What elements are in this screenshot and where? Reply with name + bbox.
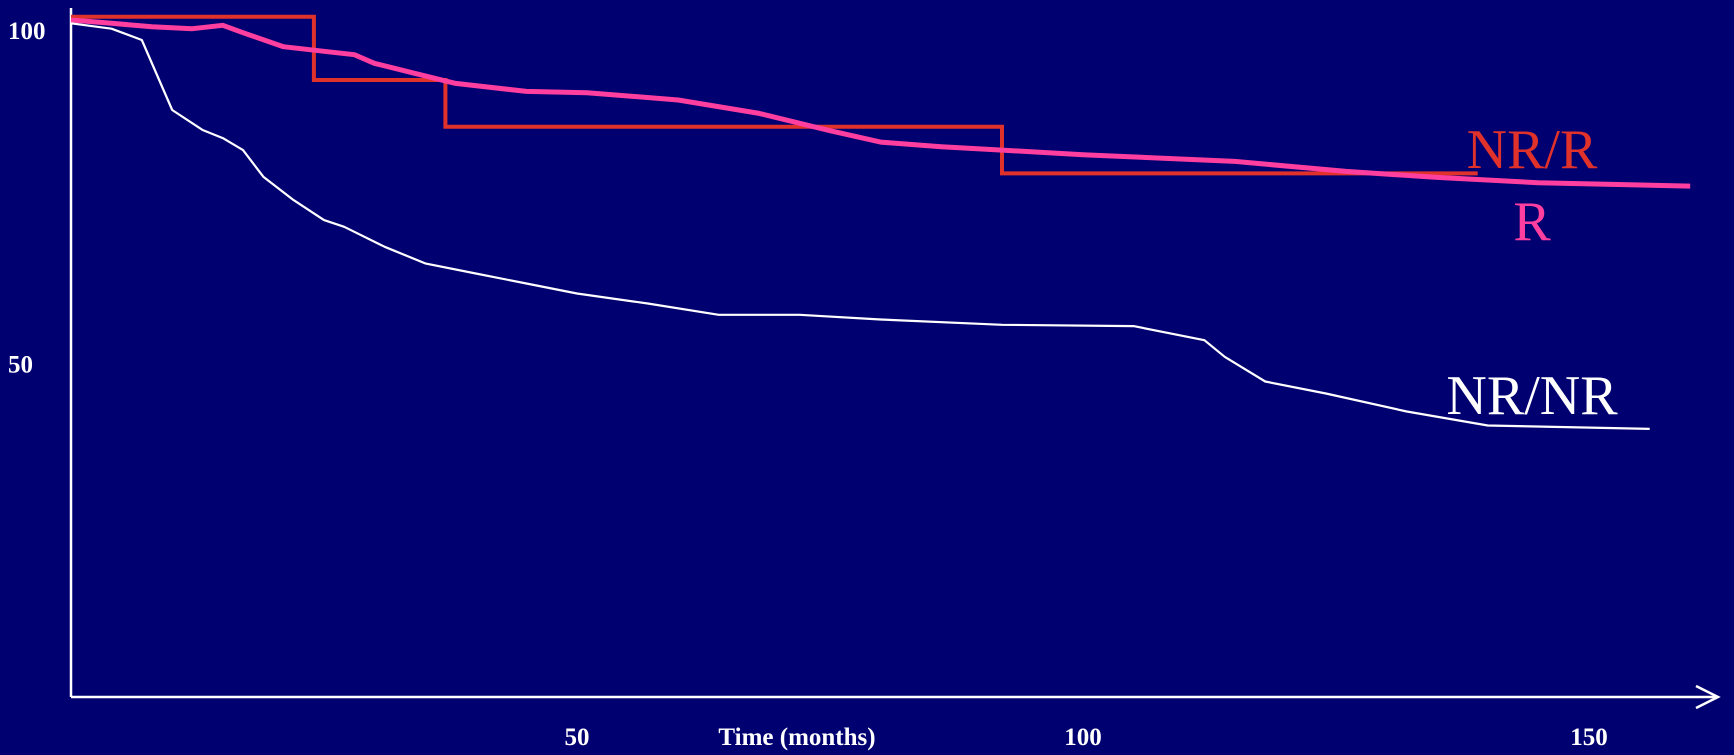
x-tick-label-100: 100	[1064, 724, 1102, 751]
series-line-nr-nr	[70, 22, 1650, 430]
x-tick-label-50: 50	[565, 724, 590, 751]
x-axis-label: Time (months)	[718, 724, 875, 751]
y-tick-label-50: 50	[8, 352, 33, 379]
series-label-r: R	[1513, 191, 1551, 253]
series-lines	[70, 14, 1691, 430]
series-line-r	[70, 17, 1691, 189]
series-labels: NR/R R NR/NR	[1446, 119, 1618, 427]
series-label-nr-nr: NR/NR	[1446, 365, 1618, 427]
series-line-nr-r	[71, 14, 1478, 176]
series-label-nr-r: NR/R	[1467, 119, 1598, 181]
x-tick-label-150: 150	[1570, 724, 1608, 751]
tick-labels: 50 100 150 100 50	[8, 18, 1608, 751]
y-tick-label-100: 100	[8, 18, 46, 45]
x-axis-arrowhead	[1695, 684, 1721, 710]
axes	[69, 8, 1721, 710]
